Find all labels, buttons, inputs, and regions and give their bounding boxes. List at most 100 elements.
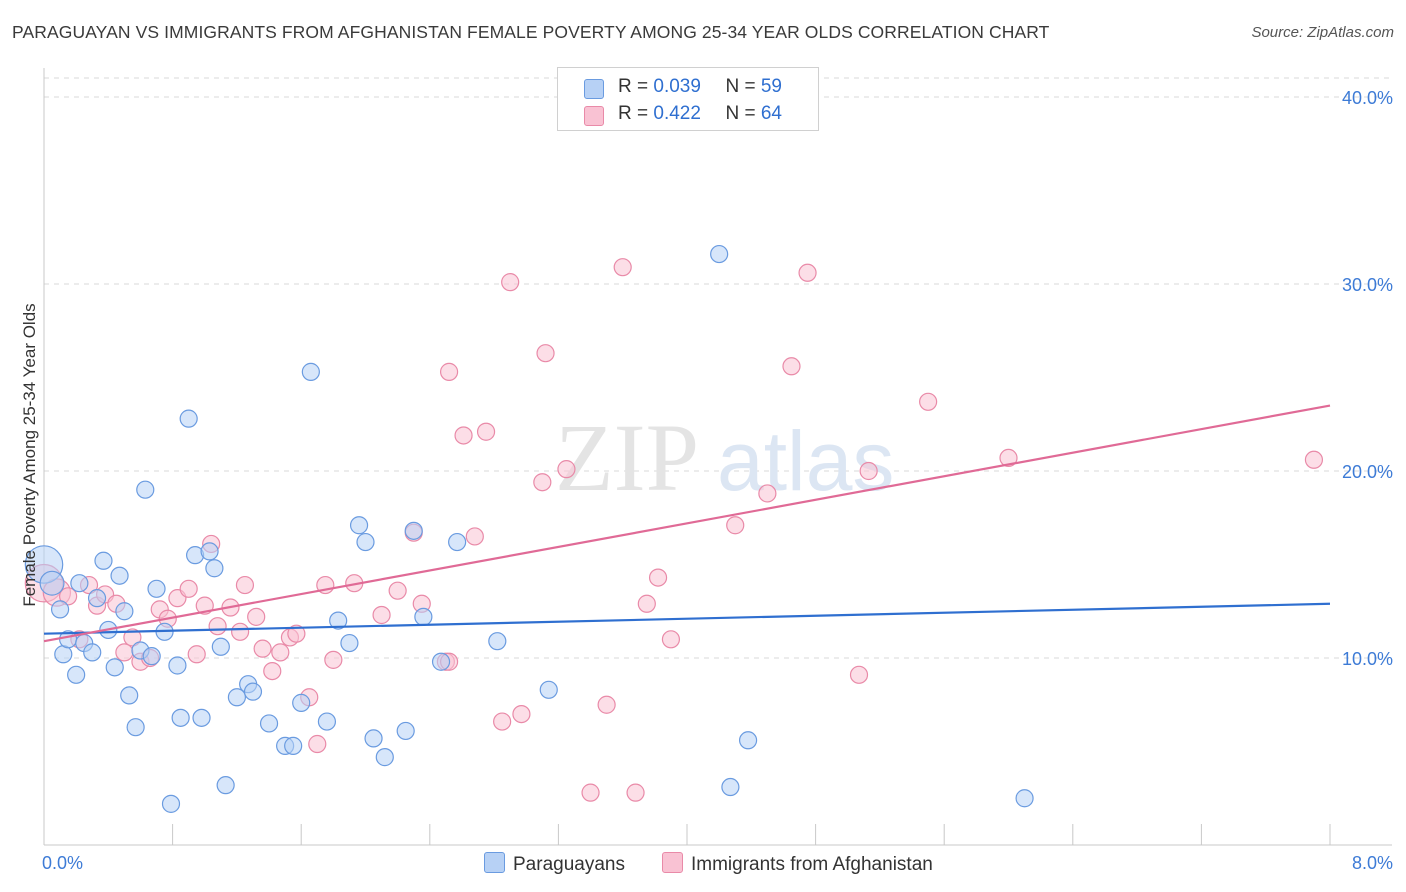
legend-n-label: N =	[725, 103, 761, 124]
point-afghanistan	[798, 263, 817, 282]
point-paraguayans	[115, 602, 134, 621]
point-paraguayans	[340, 633, 359, 653]
point-paraguayans	[200, 542, 219, 561]
point-afghanistan	[287, 624, 306, 643]
point-afghanistan	[179, 579, 198, 598]
point-paraguayans	[39, 570, 65, 596]
point-paraguayans	[539, 680, 558, 699]
point-afghanistan	[859, 461, 878, 481]
legend-r-label: R =	[618, 76, 654, 97]
point-paraguayans	[414, 607, 433, 626]
point-afghanistan	[782, 357, 801, 376]
point-paraguayans	[147, 579, 166, 598]
point-paraguayans	[329, 611, 348, 630]
watermark-zip: ZIP	[555, 404, 699, 511]
point-afghanistan	[476, 422, 496, 441]
point-paraguayans	[301, 362, 320, 381]
point-paraguayans	[67, 665, 86, 684]
point-paraguayans	[211, 637, 230, 656]
point-paraguayans	[488, 632, 507, 651]
legend-r-value: 0.422	[653, 103, 701, 124]
point-afghanistan	[454, 426, 473, 445]
point-paraguayans	[356, 532, 375, 552]
trend-line-afghanistan	[43, 404, 1331, 643]
point-afghanistan	[123, 628, 142, 647]
point-paraguayans	[243, 682, 263, 701]
point-paraguayans	[171, 708, 190, 727]
point-afghanistan	[308, 734, 327, 754]
points-afghanistan	[24, 258, 1324, 802]
point-paraguayans	[431, 652, 451, 671]
point-paraguayans	[292, 693, 311, 712]
x-tick-label: 8.0%	[1352, 853, 1393, 873]
point-afghanistan	[263, 661, 282, 681]
point-paraguayans	[205, 559, 224, 578]
point-paraguayans	[349, 516, 369, 535]
x-tick-labels: 0.0% 8.0%	[42, 853, 1393, 873]
point-afghanistan	[999, 448, 1018, 468]
legend-swatch-pink	[584, 106, 604, 126]
bottom-legend-swatch-pink	[662, 852, 683, 873]
correlation-legend: R = 0.039 N = 59 R = 0.422 N = 64	[557, 67, 819, 131]
point-afghanistan	[919, 392, 938, 411]
point-afghanistan	[758, 484, 777, 503]
point-paraguayans	[1015, 789, 1034, 808]
point-paraguayans	[216, 776, 235, 795]
y-tick-label: 20.0%	[1342, 462, 1393, 482]
point-paraguayans	[375, 748, 394, 767]
point-paraguayans	[396, 721, 415, 741]
point-afghanistan	[372, 605, 391, 625]
legend-n-value: 59	[760, 76, 782, 97]
point-afghanistan	[271, 643, 290, 662]
point-afghanistan	[648, 568, 668, 587]
point-paraguayans	[142, 647, 161, 666]
point-afghanistan	[581, 783, 600, 802]
point-paraguayans	[87, 589, 107, 608]
legend-r-label: R =	[618, 103, 654, 124]
chart-title: PARAGUAYAN VS IMMIGRANTS FROM AFGHANISTA…	[12, 22, 1050, 42]
point-paraguayans	[168, 656, 187, 675]
point-afghanistan	[512, 704, 531, 724]
axes	[43, 68, 1392, 846]
x-tick-label: 0.0%	[42, 853, 83, 873]
source-credit: Source: ZipAtlas.com	[1251, 24, 1394, 41]
point-afghanistan	[493, 712, 512, 731]
point-paraguayans	[83, 643, 102, 662]
point-afghanistan	[208, 617, 227, 636]
point-paraguayans	[721, 777, 740, 797]
point-afghanistan	[59, 587, 78, 606]
point-paraguayans	[161, 794, 181, 813]
point-paraguayans	[94, 551, 113, 570]
point-afghanistan	[1304, 450, 1324, 469]
point-afghanistan	[501, 273, 520, 292]
y-tick-labels: 10.0% 20.0% 30.0% 40.0%	[1342, 88, 1393, 669]
point-afghanistan	[597, 695, 616, 714]
point-afghanistan	[626, 783, 645, 802]
point-paraguayans	[110, 566, 129, 585]
point-paraguayans	[710, 244, 729, 264]
bottom-legend-afghanistan: Immigrants from Afghanistan	[662, 852, 933, 876]
trend-line-paraguayans	[43, 602, 1331, 635]
watermark-atlas: atlas	[717, 414, 894, 508]
point-paraguayans	[50, 600, 70, 619]
point-paraguayans	[70, 574, 89, 593]
y-tick-label: 30.0%	[1342, 275, 1393, 295]
point-paraguayans	[448, 532, 467, 552]
legend-swatch-blue	[584, 79, 604, 99]
point-paraguayans	[105, 658, 124, 677]
point-afghanistan	[726, 516, 745, 535]
point-afghanistan	[557, 460, 576, 479]
point-afghanistan	[849, 665, 869, 684]
point-paraguayans	[317, 712, 337, 731]
legend-n-value: 64	[760, 103, 782, 124]
point-paraguayans	[227, 688, 246, 707]
point-afghanistan	[536, 344, 555, 363]
point-afghanistan	[187, 645, 206, 664]
point-paraguayans	[738, 731, 758, 750]
point-afghanistan	[637, 594, 656, 613]
point-afghanistan	[253, 639, 272, 658]
point-paraguayans	[404, 521, 423, 540]
point-paraguayans	[364, 729, 383, 748]
point-afghanistan	[231, 622, 250, 641]
